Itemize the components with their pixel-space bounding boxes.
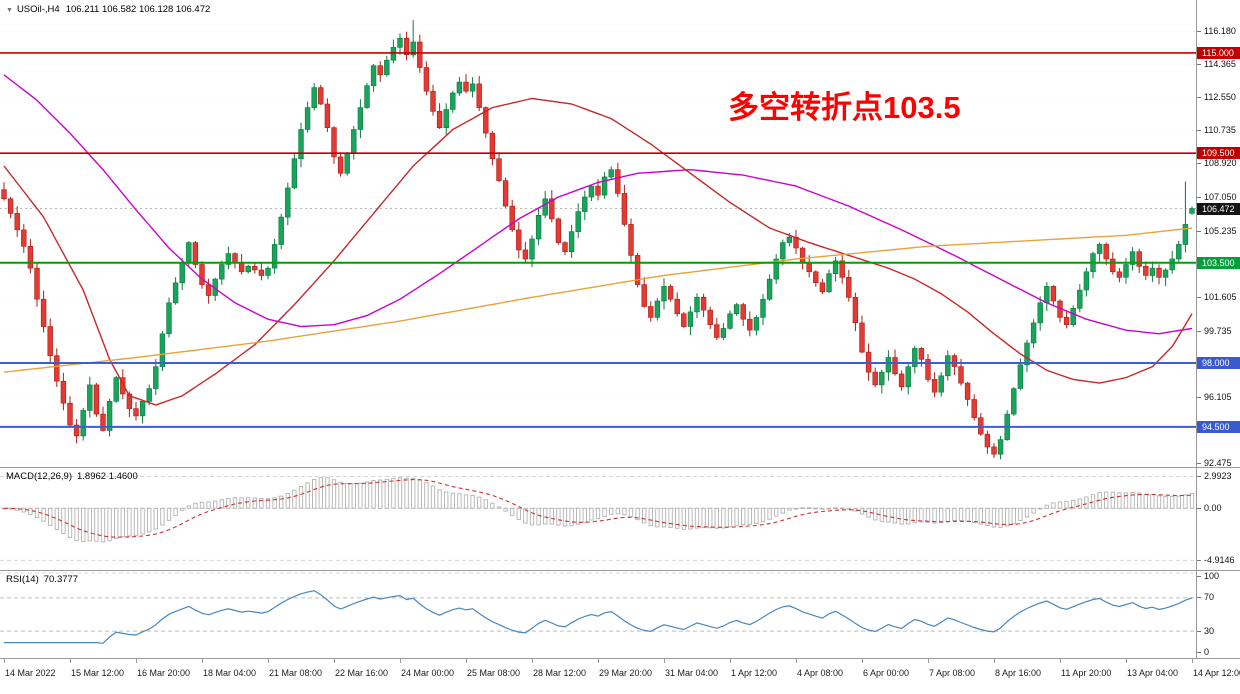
time-tick — [1060, 659, 1061, 663]
time-label: 24 Mar 00:00 — [401, 668, 455, 678]
time-label: 4 Apr 08:00 — [797, 668, 844, 678]
macd-scale[interactable]: 2.9923 0.00 -4.9146 — [1196, 468, 1240, 570]
price-tick-label: 110.735 — [1197, 125, 1240, 136]
rsi-panel: RSI(14) 70.3777 100 70 30 0 — [0, 571, 1240, 659]
ma-mid-red-line — [3, 97, 1193, 406]
price-badge-resistance-109-5: 109.500 — [1197, 147, 1240, 160]
ma-slowest-orange-line — [3, 227, 1193, 373]
macd-canvas[interactable] — [0, 468, 1196, 570]
time-tick — [1192, 659, 1193, 663]
time-tick — [268, 659, 269, 663]
time-label: 15 Mar 12:00 — [71, 668, 125, 678]
time-tick — [334, 659, 335, 663]
time-tick — [466, 659, 467, 663]
price-badge-resistance-115: 115.000 — [1197, 46, 1240, 59]
time-label: 25 Mar 08:00 — [467, 668, 521, 678]
ma-slow-magenta-line — [3, 74, 1193, 335]
time-label: 7 Apr 08:00 — [929, 668, 976, 678]
time-label: 18 Mar 04:00 — [203, 668, 257, 678]
chart-collapse-icon[interactable]: ▼ — [6, 7, 13, 14]
main-chart-canvas[interactable] — [0, 0, 1196, 467]
macd-axis-label: -4.9146 — [1197, 555, 1240, 566]
chart-symbol-title: USOil-,H4 — [16, 4, 60, 15]
time-label: 6 Apr 00:00 — [863, 668, 910, 678]
rsi-canvas[interactable] — [0, 571, 1196, 658]
price-scale[interactable]: 116.180 114.365 112.550 110.735 108.920 107.0… — [1196, 0, 1240, 469]
time-label: 16 Mar 20:00 — [137, 668, 191, 678]
price-tick-label: 114.365 — [1197, 59, 1240, 70]
rsi-axis-label: 100 — [1197, 571, 1240, 582]
time-tick — [730, 659, 731, 663]
price-tick-label: 107.050 — [1197, 192, 1240, 203]
time-tick — [796, 659, 797, 663]
price-tick-label: 116.180 — [1197, 26, 1240, 37]
time-tick — [70, 659, 71, 663]
time-tick — [532, 659, 533, 663]
main-chart-panel: ▼ USOil-,H4 106.211 106.582 106.128 106.47… — [0, 0, 1240, 468]
rsi-header: RSI(14) 70.3777 — [6, 574, 78, 585]
price-tick-label: 101.605 — [1197, 292, 1240, 303]
macd-header: MACD(12,26,9) 1.8962 1.4600 — [6, 471, 138, 482]
time-tick — [862, 659, 863, 663]
time-label: 14 Apr 12:00 — [1193, 668, 1240, 678]
time-scale[interactable]: 14 Mar 2022 15 Mar 12:00 16 Mar 20:00 18 Ma… — [0, 659, 1240, 694]
rsi-axis-label: 0 — [1197, 647, 1240, 658]
chart-ohlc-values: 106.211 106.582 106.128 106.472 — [65, 4, 211, 15]
time-label: 22 Mar 16:00 — [335, 668, 389, 678]
rsi-value: 70.3777 — [43, 574, 79, 585]
time-tick — [598, 659, 599, 663]
time-tick — [928, 659, 929, 663]
macd-axis-label: 0.00 — [1197, 503, 1240, 514]
price-tick-label: 96.105 — [1197, 392, 1240, 403]
rsi-label: RSI(14) — [6, 574, 39, 585]
time-tick — [994, 659, 995, 663]
time-label: 11 Apr 20:00 — [1061, 668, 1112, 678]
chart-header: ▼ USOil-,H4 106.211 106.582 106.128 106.47… — [6, 4, 210, 15]
time-tick — [664, 659, 665, 663]
macd-label: MACD(12,26,9) — [6, 471, 72, 482]
time-tick — [136, 659, 137, 663]
chart-annotation-text[interactable]: 多空转折点103.5 — [728, 90, 961, 125]
time-label: 29 Mar 20:00 — [599, 668, 653, 678]
price-tick-label: 92.475 — [1197, 458, 1240, 469]
time-tick — [1126, 659, 1127, 663]
time-label: 13 Apr 04:00 — [1127, 668, 1179, 678]
time-label: 31 Mar 04:00 — [665, 668, 719, 678]
price-badge-pivot-103-5: 103.500 — [1197, 256, 1240, 269]
rsi-axis-label: 70 — [1197, 592, 1240, 603]
rsi-scale[interactable]: 100 70 30 0 — [1196, 571, 1240, 658]
price-badge-current-price: 106.472 — [1197, 202, 1240, 215]
price-tick-label: 99.735 — [1197, 326, 1240, 337]
price-tick-label: 108.920 — [1197, 158, 1240, 169]
price-gridlines — [0, 30, 1196, 465]
time-label: 8 Apr 16:00 — [995, 668, 1042, 678]
price-badge-support-98: 98.000 — [1197, 357, 1240, 369]
macd-histogram — [1, 477, 1195, 543]
price-badge-support-94-5: 94.500 — [1197, 420, 1240, 433]
macd-values: 1.8962 1.4600 — [77, 471, 138, 482]
time-label: 21 Mar 08:00 — [269, 668, 323, 678]
rsi-axis-label: 30 — [1197, 626, 1240, 637]
rsi-line — [4, 590, 1193, 644]
time-tick — [400, 659, 401, 663]
price-tick-label: 112.550 — [1197, 92, 1240, 103]
time-label: 1 Apr 12:00 — [731, 668, 778, 678]
candles-series — [1, 20, 1195, 460]
time-label: 14 Mar 2022 — [5, 668, 56, 678]
price-tick-label: 105.235 — [1197, 226, 1240, 237]
macd-panel: MACD(12,26,9) 1.8962 1.4600 2.9923 0.00 -4.… — [0, 468, 1240, 571]
time-label: 28 Mar 12:00 — [533, 668, 587, 678]
time-tick — [202, 659, 203, 663]
time-tick — [4, 659, 5, 663]
macd-axis-label: 2.9923 — [1197, 471, 1240, 482]
